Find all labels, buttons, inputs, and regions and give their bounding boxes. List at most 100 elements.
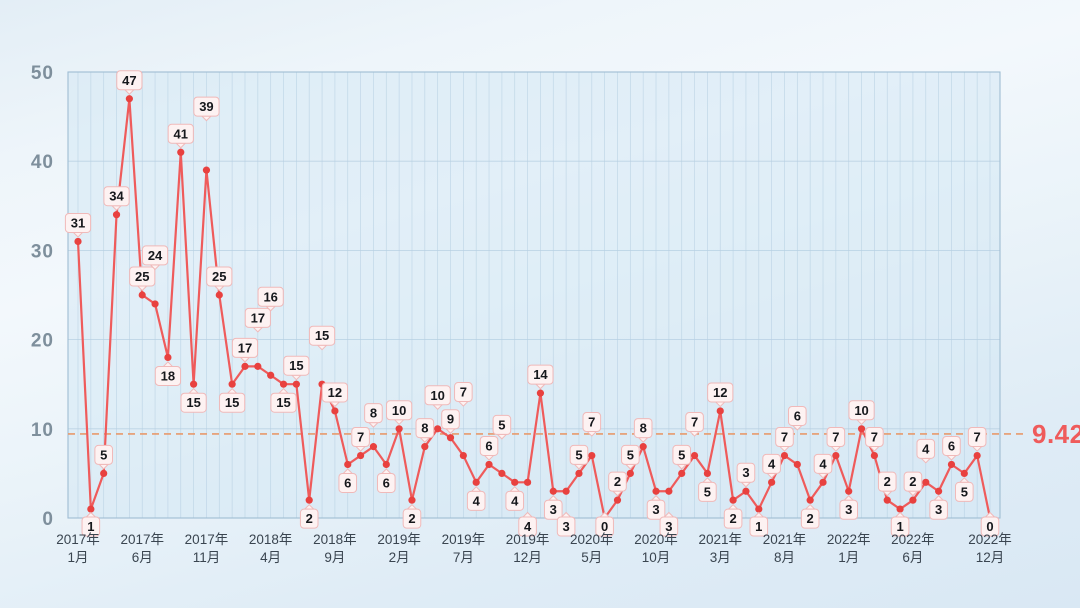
svg-text:17: 17 [238, 340, 252, 355]
svg-text:16: 16 [263, 289, 277, 304]
svg-text:2: 2 [408, 511, 415, 526]
svg-text:7月: 7月 [453, 550, 474, 565]
data-point-label: 8 [415, 418, 435, 443]
svg-text:3月: 3月 [710, 550, 731, 565]
data-point-label: 24 [141, 245, 169, 271]
data-point-label: 5 [492, 414, 512, 440]
data-point-label: 5 [94, 444, 113, 470]
svg-text:9: 9 [447, 412, 454, 427]
svg-text:15: 15 [186, 395, 200, 410]
data-point-label: 18 [154, 361, 182, 386]
data-point-labels: 3115344725241841153925151717161515215126… [64, 70, 1000, 537]
svg-text:3: 3 [665, 519, 672, 534]
data-point-label: 2 [608, 471, 627, 497]
data-point-label: 7 [775, 427, 794, 452]
data-point-label: 10 [386, 400, 413, 426]
svg-text:6: 6 [794, 408, 801, 423]
x-axis-tick-label: 2022年 6月 [891, 532, 935, 565]
data-point-label: 34 [103, 186, 130, 211]
svg-text:34: 34 [109, 189, 124, 204]
data-point-label: 39 [193, 96, 220, 122]
svg-text:15: 15 [289, 358, 303, 373]
svg-text:5: 5 [678, 447, 685, 462]
data-point-label: 2 [299, 503, 319, 529]
y-axis-tick-label: 30 [31, 241, 54, 262]
data-point-label: 15 [180, 387, 207, 413]
svg-text:15: 15 [225, 395, 239, 410]
data-point-label: 15 [308, 325, 336, 351]
series-markers [74, 95, 994, 522]
svg-text:3: 3 [562, 519, 569, 534]
y-axis-tick-label: 40 [31, 152, 54, 173]
x-axis-tick-label: 2017年 6月 [120, 532, 164, 565]
svg-text:2: 2 [306, 511, 313, 526]
svg-text:14: 14 [533, 367, 548, 382]
svg-text:8月: 8月 [774, 550, 795, 565]
data-point-label: 9 [441, 409, 460, 434]
x-axis-tick-label: 2017年 1月 [56, 532, 100, 565]
svg-text:4: 4 [768, 456, 776, 471]
svg-text:2021年: 2021年 [763, 532, 807, 547]
svg-text:2019年: 2019年 [506, 532, 550, 547]
data-point-label: 5 [698, 477, 717, 502]
svg-text:8: 8 [640, 421, 647, 436]
y-axis-tick-label: 20 [31, 331, 54, 352]
svg-text:10: 10 [392, 403, 406, 418]
svg-text:25: 25 [135, 269, 149, 284]
svg-text:8: 8 [421, 421, 428, 436]
data-point-label: 1 [81, 511, 101, 537]
y-axis-tick-label: 10 [31, 420, 54, 441]
data-point-label: 8 [364, 403, 383, 428]
svg-text:6: 6 [948, 438, 955, 453]
data-point-label: 1 [749, 511, 769, 537]
data-point-label: 6 [338, 468, 358, 493]
svg-text:1: 1 [87, 519, 94, 534]
svg-text:7: 7 [691, 415, 698, 430]
svg-text:2: 2 [884, 474, 891, 489]
x-axis-tick-label: 2017年 11月 [185, 532, 229, 565]
svg-text:12: 12 [713, 385, 727, 400]
svg-text:7: 7 [832, 430, 839, 445]
data-point-label: 7 [351, 427, 370, 452]
data-point-label: 2 [877, 471, 897, 497]
data-point-label: 5 [621, 444, 640, 470]
svg-text:1: 1 [896, 519, 903, 534]
svg-text:2018年: 2018年 [249, 532, 293, 547]
y-axis-tick-label: 50 [31, 63, 54, 84]
svg-text:10月: 10月 [642, 550, 671, 565]
data-point-label: 2 [402, 503, 422, 529]
svg-text:3: 3 [845, 502, 852, 517]
data-point-label: 3 [736, 462, 756, 488]
x-axis-tick-label: 2018年 9月 [313, 532, 357, 565]
data-point-label: 6 [788, 405, 807, 431]
svg-text:8: 8 [370, 406, 377, 421]
svg-text:2019年: 2019年 [442, 532, 486, 547]
x-axis-tick-label: 2018年 4月 [249, 532, 293, 565]
data-point-label: 15 [283, 355, 310, 381]
svg-text:2: 2 [614, 474, 621, 489]
data-point-label: 12 [321, 382, 349, 408]
svg-text:6月: 6月 [132, 550, 153, 565]
svg-text:12: 12 [328, 385, 342, 400]
data-point-label: 5 [569, 444, 589, 470]
data-point-label: 31 [64, 212, 92, 238]
data-point-label: 3 [543, 495, 563, 520]
data-point-label: 8 [633, 418, 653, 443]
data-point-label: 15 [219, 387, 246, 413]
data-point-label: 4 [505, 486, 525, 511]
svg-text:5: 5 [575, 447, 582, 462]
data-point-label: 25 [206, 266, 233, 292]
svg-text:9月: 9月 [324, 550, 345, 565]
reference-line-label: 9.42 [1032, 419, 1080, 449]
svg-text:39: 39 [199, 99, 213, 114]
data-point-label: 10 [424, 385, 451, 411]
data-point-label: 16 [257, 286, 284, 312]
svg-text:6月: 6月 [902, 550, 923, 565]
svg-text:4: 4 [922, 441, 930, 456]
svg-text:2017年: 2017年 [185, 532, 229, 547]
svg-text:6: 6 [485, 438, 492, 453]
y-axis-tick-label: 0 [42, 509, 54, 530]
data-point-label: 4 [916, 438, 936, 464]
data-point-label: 0 [980, 511, 1000, 537]
